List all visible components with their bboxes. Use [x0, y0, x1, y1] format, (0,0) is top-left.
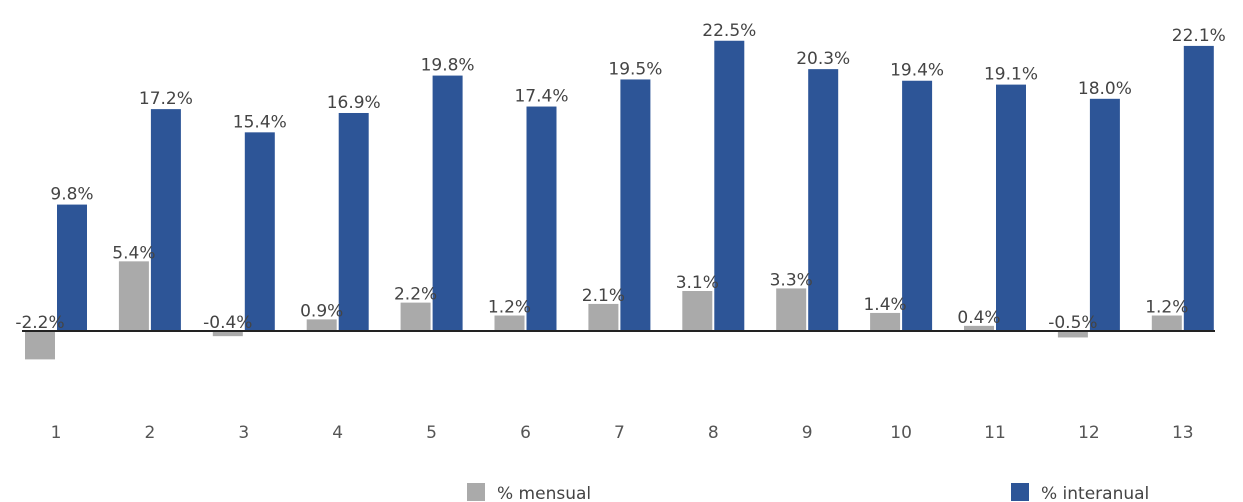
data-label-interanual-1: 9.8%: [50, 185, 93, 205]
data-label-interanual-5: 19.8%: [421, 56, 475, 76]
legend-swatch-interanual: [1011, 483, 1029, 501]
bar-mensual-4: [306, 319, 337, 331]
x-tick-12: 12: [1078, 423, 1100, 443]
bar-mensual-12: [1057, 331, 1088, 338]
bar-mensual-1: [25, 331, 55, 360]
series-mensual-bars: [25, 261, 1182, 360]
bar-mensual-7: [588, 303, 619, 331]
data-label-interanual-11: 19.1%: [984, 65, 1038, 85]
data-label-mensual-6: 1.2%: [488, 298, 531, 318]
bar-mensual-8: [682, 291, 713, 331]
legend-label-mensual: % mensual: [497, 484, 591, 502]
bar-interanual-6: [526, 106, 557, 331]
bar-interanual-5: [432, 75, 463, 331]
bar-mensual-6: [494, 315, 525, 331]
bar-interanual-11: [996, 84, 1026, 331]
data-label-interanual-3: 15.4%: [233, 112, 287, 132]
data-label-mensual-8: 3.1%: [676, 273, 719, 293]
x-tick-10: 10: [890, 423, 912, 443]
data-label-mensual-4: 0.9%: [300, 301, 343, 321]
data-labels: -2.2% 9.8% 5.4% 17.2% -0.4% 15.4% 0.9% 16.9% 2.2…: [15, 21, 1225, 333]
data-label-mensual-10: 1.4%: [863, 295, 906, 315]
bar-mensual-5: [400, 302, 431, 331]
data-label-interanual-4: 16.9%: [327, 93, 381, 113]
data-label-interanual-6: 17.4%: [514, 87, 568, 107]
bar-mensual-10: [870, 312, 901, 331]
bar-interanual-2: [150, 109, 181, 332]
bar-mensual-2: [118, 261, 149, 331]
data-label-interanual-2: 17.2%: [139, 89, 193, 109]
bar-mensual-9: [776, 288, 807, 331]
x-tick-3: 3: [238, 423, 249, 443]
bar-mensual-3: [212, 331, 243, 337]
data-label-interanual-8: 22.5%: [702, 21, 756, 41]
data-label-mensual-1: -2.2%: [15, 313, 64, 333]
data-label-mensual-5: 2.2%: [394, 285, 437, 305]
data-label-interanual-7: 19.5%: [608, 59, 662, 79]
bar-interanual-8: [714, 40, 745, 331]
bar-interanual-10: [902, 80, 933, 332]
x-tick-2: 2: [144, 423, 155, 443]
x-tick-labels: 1 2 3 4 5 6 7 8 9 10 11 12 13: [51, 423, 1194, 443]
bar-interanual-4: [338, 112, 369, 332]
legend-swatch-mensual: [467, 483, 485, 501]
bar-mensual-13: [1151, 315, 1182, 331]
x-tick-11: 11: [984, 423, 1006, 443]
bar-interanual-13: [1183, 45, 1214, 331]
x-tick-9: 9: [802, 423, 813, 443]
series-interanual-bars: [57, 40, 1214, 332]
legend: % mensual % interanual: [467, 483, 1149, 502]
data-label-interanual-10: 19.4%: [890, 61, 944, 81]
bar-interanual-1: [57, 204, 87, 331]
x-tick-7: 7: [614, 423, 625, 443]
data-label-mensual-12: -0.5%: [1048, 313, 1097, 333]
data-label-interanual-9: 20.3%: [796, 49, 850, 69]
x-tick-4: 4: [332, 423, 343, 443]
data-label-mensual-3: -0.4%: [203, 313, 252, 333]
x-tick-6: 6: [520, 423, 531, 443]
x-tick-13: 13: [1172, 423, 1194, 443]
data-label-interanual-13: 22.1%: [1172, 26, 1226, 46]
data-label-mensual-13: 1.2%: [1145, 298, 1188, 318]
data-label-mensual-2: 5.4%: [112, 243, 155, 263]
bar-mensual-11: [964, 325, 994, 331]
x-tick-1: 1: [51, 423, 62, 443]
data-label-mensual-9: 3.3%: [770, 270, 813, 290]
data-label-mensual-7: 2.1%: [582, 286, 625, 306]
x-tick-5: 5: [426, 423, 437, 443]
data-label-mensual-11: 0.4%: [957, 308, 1000, 328]
bar-interanual-12: [1089, 98, 1120, 331]
bar-interanual-7: [620, 79, 651, 331]
x-tick-8: 8: [708, 423, 719, 443]
data-label-interanual-12: 18.0%: [1078, 79, 1132, 99]
legend-label-interanual: % interanual: [1041, 484, 1149, 502]
bar-interanual-3: [244, 132, 275, 331]
bar-interanual-9: [808, 69, 839, 331]
